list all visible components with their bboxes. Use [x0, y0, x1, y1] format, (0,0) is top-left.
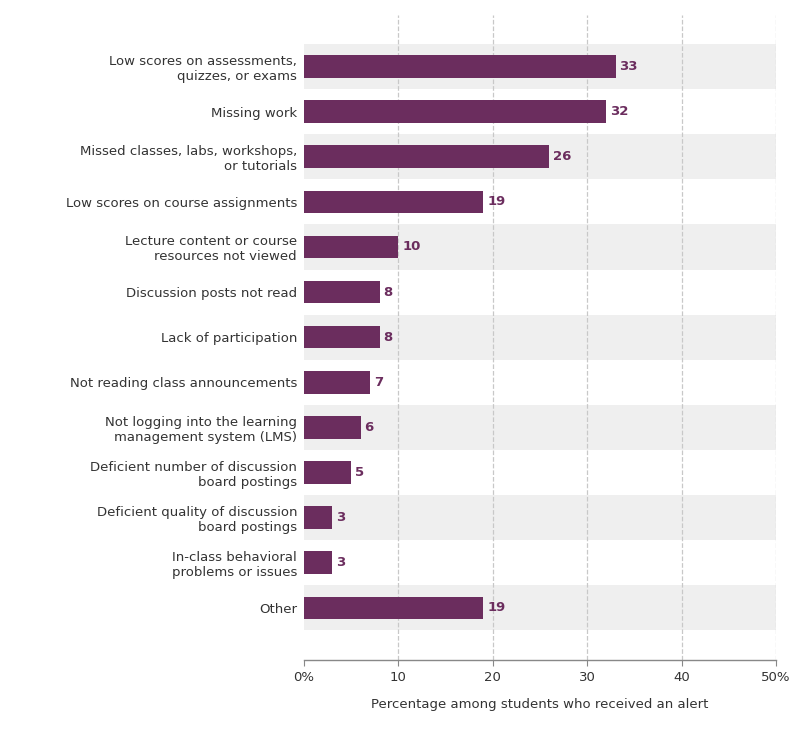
Bar [304, 585, 776, 630]
Bar [304, 597, 483, 619]
Bar [304, 180, 776, 224]
Bar [304, 405, 776, 450]
Bar [304, 44, 776, 89]
Text: 19: 19 [487, 601, 506, 614]
Bar [304, 134, 776, 180]
Text: 8: 8 [383, 286, 393, 298]
Text: 26: 26 [554, 150, 571, 163]
X-axis label: Percentage among students who received an alert: Percentage among students who received a… [371, 698, 709, 711]
Bar [304, 495, 776, 540]
Text: 10: 10 [402, 240, 421, 254]
Bar [304, 89, 776, 134]
Text: 7: 7 [374, 376, 383, 388]
Bar [304, 281, 379, 303]
Bar [304, 191, 483, 213]
Bar [304, 100, 606, 123]
Bar [304, 236, 398, 258]
Text: 8: 8 [383, 331, 393, 344]
Bar [304, 224, 776, 270]
Text: 6: 6 [365, 421, 374, 434]
Bar [304, 461, 351, 484]
Text: 19: 19 [487, 196, 506, 208]
Bar [304, 314, 776, 360]
Bar [304, 540, 776, 585]
Text: 3: 3 [336, 556, 346, 570]
Bar [304, 371, 370, 394]
Bar [304, 551, 332, 574]
Bar [304, 55, 615, 78]
Bar [304, 416, 361, 438]
Text: 3: 3 [336, 511, 346, 524]
Bar [304, 270, 776, 314]
Bar [304, 360, 776, 405]
Text: 5: 5 [355, 466, 364, 479]
Bar [304, 145, 550, 168]
Bar [304, 507, 332, 529]
Bar [304, 450, 776, 495]
Text: 32: 32 [610, 105, 628, 118]
Bar [304, 326, 379, 348]
Text: 33: 33 [619, 60, 638, 73]
